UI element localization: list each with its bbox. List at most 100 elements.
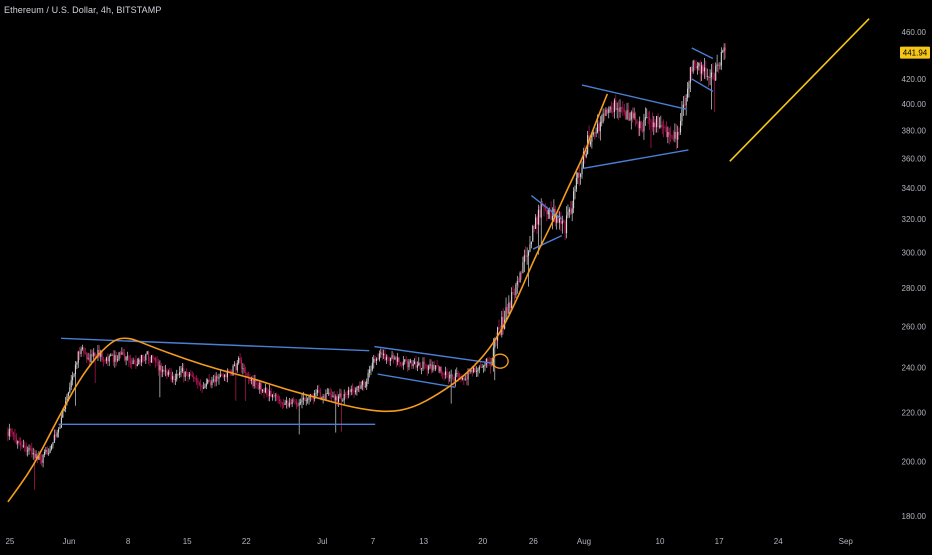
time-axis[interactable]: 25 Jun 8 15 22 Jul 7 13 20 26 Aug 10 17 24 Sep: [5, 537, 853, 546]
candle-body: [446, 371, 448, 378]
candle-body: [108, 356, 110, 362]
candle-body: [601, 121, 603, 123]
candle-body: [74, 364, 76, 375]
candle-body: [380, 352, 382, 354]
candle-body: [591, 134, 593, 142]
candle-body: [501, 316, 503, 335]
candle-body: [308, 396, 310, 400]
projection-line[interactable]: [729, 18, 870, 162]
candle-body: [615, 100, 617, 110]
candle-body: [522, 262, 524, 273]
candle-body: [425, 363, 427, 366]
candle-body: [560, 215, 562, 224]
candle-body: [14, 434, 16, 439]
candle-body: [349, 389, 351, 393]
candle-body: [15, 438, 17, 444]
candle-body: [83, 347, 85, 353]
trendline[interactable]: [377, 373, 456, 389]
candles-layer: [7, 43, 727, 490]
candle-body: [259, 382, 261, 390]
candle-body: [634, 113, 637, 120]
candle-body: [181, 368, 183, 372]
candle-body: [277, 395, 279, 400]
candle-body: [11, 430, 13, 433]
candle-body: [618, 108, 620, 112]
candle-body: [235, 364, 237, 371]
candle-body: [702, 65, 704, 72]
candle-body: [302, 397, 304, 400]
candle-body: [129, 360, 131, 364]
candle-body: [336, 396, 338, 403]
candle-body: [540, 203, 542, 218]
trendline[interactable]: [581, 84, 687, 110]
candle-body: [225, 374, 227, 378]
candle-body: [255, 379, 257, 383]
candle-body: [110, 355, 112, 357]
candle-body: [48, 452, 50, 455]
candle-body: [405, 359, 407, 361]
candle-body: [218, 376, 220, 379]
candle-body: [152, 355, 154, 358]
candle-body: [712, 72, 714, 74]
candle-body: [546, 209, 548, 215]
trendline[interactable]: [374, 345, 494, 365]
candle-body: [412, 364, 414, 367]
trend-curve[interactable]: [7, 93, 609, 503]
candle-body: [62, 411, 64, 418]
candle-body: [391, 355, 393, 358]
x-tick-label: 24: [774, 537, 783, 546]
candle-body: [209, 381, 212, 386]
trendline[interactable]: [530, 195, 563, 220]
candle-body: [440, 367, 442, 374]
candle-body: [616, 108, 618, 110]
candle-body: [578, 172, 580, 177]
trendline[interactable]: [532, 234, 563, 250]
candle-body: [43, 451, 46, 455]
candle-body: [121, 352, 123, 355]
candle-body: [719, 65, 721, 67]
candle-body: [229, 371, 231, 372]
trendline[interactable]: [581, 149, 689, 170]
candle-body: [567, 211, 569, 216]
candle-body: [169, 371, 171, 374]
x-tick-label: 25: [5, 537, 14, 546]
trendline[interactable]: [691, 47, 714, 60]
candle-body: [27, 450, 29, 452]
trendline[interactable]: [61, 337, 370, 352]
candle-body: [133, 360, 136, 362]
candle-body: [318, 390, 320, 393]
candle-body: [725, 47, 727, 51]
candle-body: [345, 393, 347, 395]
candle-body: [723, 47, 725, 52]
candle-body: [311, 394, 313, 397]
candle-body: [166, 370, 168, 376]
y-tick-label: 280.00: [902, 284, 927, 293]
candle-body: [456, 373, 458, 375]
candle-body: [513, 292, 516, 296]
y-tick-label: 320.00: [902, 215, 927, 224]
candle-body: [437, 365, 440, 372]
price-axis[interactable]: 180.00 200.00 220.00 240.00 260.00 280.00 300.…: [902, 28, 927, 521]
candle-body: [153, 357, 155, 359]
y-tick-label: 180.00: [902, 512, 927, 521]
candle-body: [164, 370, 167, 372]
candle-body: [142, 354, 144, 361]
candle-body: [105, 357, 107, 361]
candle-body: [90, 354, 92, 363]
candle-body: [584, 151, 586, 157]
candle-body: [594, 132, 596, 134]
candle-body: [682, 104, 684, 110]
candle-body: [392, 355, 395, 360]
candle-body: [706, 76, 708, 77]
candle-body: [661, 125, 663, 127]
candle-body: [453, 377, 455, 382]
candle-body: [359, 386, 361, 389]
candle-body: [667, 132, 669, 138]
candle-body: [38, 454, 40, 460]
trendline[interactable]: [691, 78, 714, 92]
candle-body: [103, 359, 105, 361]
circle-marker[interactable]: [491, 353, 509, 369]
candle-body: [670, 134, 672, 136]
